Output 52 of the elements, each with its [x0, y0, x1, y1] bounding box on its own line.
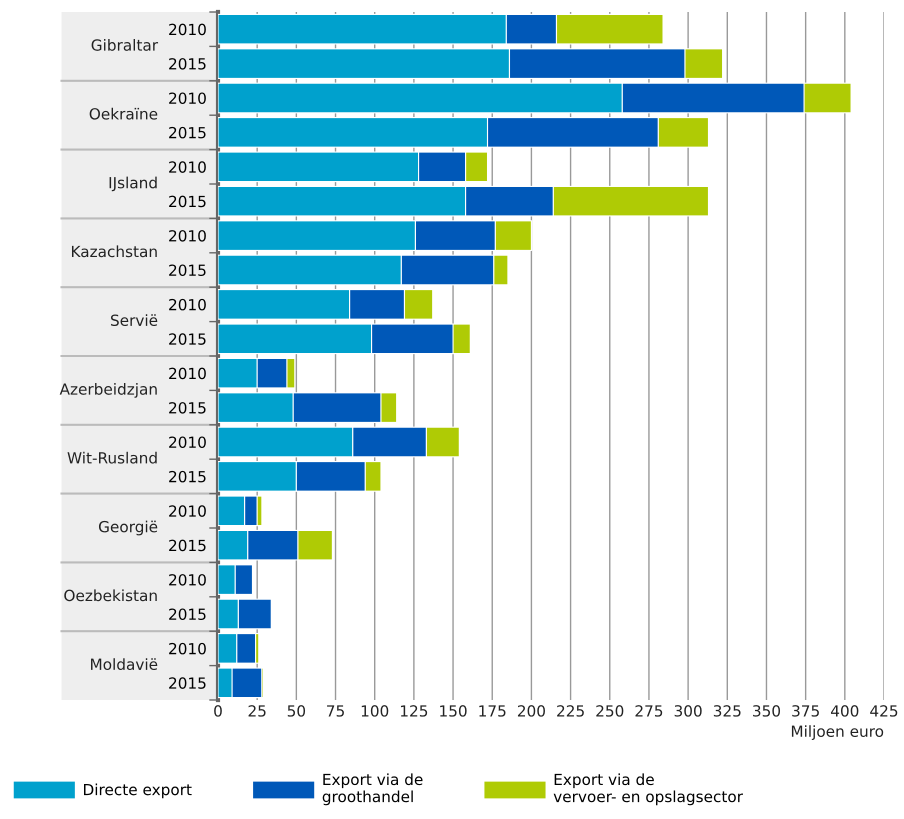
x-tick-label: 0: [214, 705, 222, 717]
y-tick-label: 2015: [169, 402, 206, 414]
y-tick-label: 2015: [169, 470, 206, 482]
y-tick-label: 2010: [169, 574, 206, 586]
y-tick-label: 2010: [169, 92, 206, 104]
y-tick-label: 2015: [169, 608, 206, 620]
text: Georgië: [98, 520, 158, 536]
x-tick-label: 200: [518, 705, 545, 717]
legend-label: Export via de vervoer- en opslagsector: [554, 773, 743, 806]
x-tick-label: 300: [674, 705, 702, 717]
x-tick-label: 175: [479, 705, 506, 717]
y-tick-label: 2010: [169, 642, 206, 654]
y-tick-label: 2015: [169, 58, 206, 70]
text: Wit-Rusland: [68, 452, 157, 464]
x-tick-label: 250: [596, 705, 624, 717]
y-tick-label: 2010: [169, 298, 206, 310]
y-tick-label: 2010: [169, 161, 206, 173]
text: Gibraltar: [92, 39, 158, 51]
y-tick-label: 2010: [169, 505, 206, 517]
y-tick-label: 2015: [169, 333, 206, 345]
text: Oekraïne: [90, 108, 158, 120]
y-tick-label: 2015: [169, 677, 206, 689]
x-tick-label: 350: [753, 705, 780, 717]
text: Azerbeidzjan: [60, 383, 157, 398]
y-tick-label: 2015: [169, 264, 206, 276]
y-tick-label: 2015: [169, 126, 206, 138]
x-tick-label: 325: [714, 705, 741, 717]
x-axis-title: Miljoen euro: [792, 725, 884, 740]
text: Oezbekistan: [64, 589, 157, 602]
text: Moldavië: [91, 658, 158, 670]
text: IJsland: [110, 176, 157, 192]
x-tick-label: 25: [248, 705, 266, 717]
text: Kazachstan: [72, 245, 157, 258]
x-tick-label: 125: [400, 705, 428, 717]
y-tick-label: 2010: [169, 436, 206, 448]
x-tick-label: 225: [557, 705, 584, 717]
x-tick-label: 375: [792, 705, 819, 717]
legend-label: Directe export: [84, 784, 192, 798]
x-tick-label: 150: [440, 705, 467, 717]
x-tick-label: 50: [288, 705, 306, 717]
y-tick-label: 2015: [169, 196, 206, 208]
x-tick-label: 275: [635, 705, 662, 717]
x-tick-label: 75: [327, 705, 344, 717]
x-tick-label: 425: [870, 705, 898, 717]
legend-label: Export via de groothandel: [322, 773, 422, 806]
y-tick-label: 2010: [169, 368, 206, 380]
x-tick-label: 400: [830, 705, 858, 717]
x-tick-label: 100: [362, 705, 388, 717]
y-tick-label: 2010: [169, 24, 206, 36]
y-tick-label: 2015: [169, 540, 206, 552]
text: Servië: [111, 314, 158, 326]
y-tick-label: 2010: [169, 230, 206, 242]
